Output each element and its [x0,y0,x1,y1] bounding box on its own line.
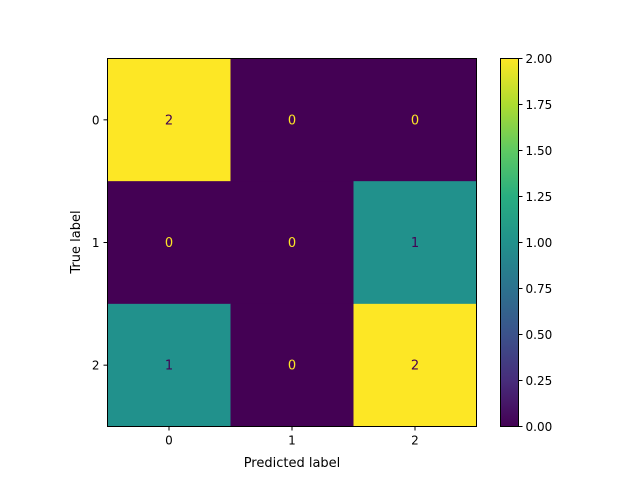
heatmap-cell-1-0 [107,181,231,305]
cell-value-1-0: 0 [165,236,173,251]
heatmap-cell-0-1 [230,58,354,182]
heatmap-cell-2-2 [353,303,477,427]
colorbar-tick-label-7: 1.75 [526,98,553,112]
heatmap-cell-0-2 [353,58,477,182]
cell-value-0-1: 0 [288,113,296,128]
colorbar-tick-label-8: 2.00 [526,52,553,66]
y-axis-label: True label [69,210,84,274]
heatmap-cell-0-0 [107,58,231,182]
colorbar-tick-label-5: 1.25 [526,190,553,204]
cell-value-2-0: 1 [165,359,173,374]
y-tick-label-1: 1 [92,236,100,250]
colorbar-tick-label-1: 0.25 [526,374,553,388]
cell-value-1-1: 0 [288,236,296,251]
colorbar-tick-label-4: 1.00 [526,236,553,250]
colorbar-tick-label-3: 0.75 [526,282,553,296]
cell-value-2-2: 2 [411,359,419,374]
cell-value-1-2: 1 [411,236,419,251]
x-axis-label: Predicted label [244,456,341,471]
cell-value-0-2: 0 [411,113,419,128]
heatmap-cell-2-0 [107,303,231,427]
x-tick-label-2: 2 [411,434,419,448]
y-tick-label-0: 0 [92,113,100,127]
x-axis-ticks: 0 1 2 [165,426,419,448]
colorbar-tick-label-0: 0.00 [526,420,553,434]
y-axis-ticks: 0 1 2 [92,113,108,373]
y-tick-label-2: 2 [92,359,100,373]
colorbar-ticks: 0.00 0.25 0.50 0.75 1.00 1.25 1.50 1.75 2.00 [518,52,553,434]
colorbar-tick-label-2: 0.50 [526,328,553,342]
heatmap-cell-1-2 [353,181,477,305]
cell-value-2-1: 0 [288,359,296,374]
heatmap-cell-1-1 [230,181,354,305]
x-tick-label-1: 1 [288,434,296,448]
heatmap-cell-2-1 [230,303,354,427]
colorbar [500,58,519,427]
colorbar-tick-label-6: 1.50 [526,144,553,158]
heatmap-cells [107,58,477,427]
cell-value-0-0: 2 [165,113,173,128]
x-tick-label-0: 0 [165,434,173,448]
cell-value-labels: 2 0 0 0 0 1 1 0 2 [165,113,419,373]
